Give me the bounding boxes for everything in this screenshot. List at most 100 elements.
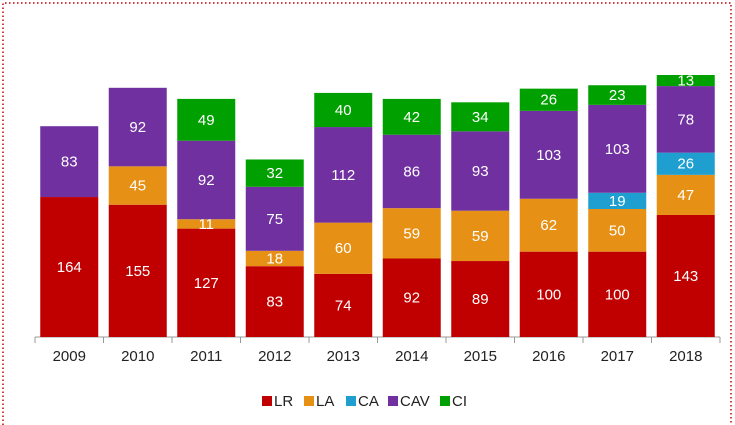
data-label: 13 (677, 73, 694, 90)
data-label: 93 (472, 163, 489, 180)
bar-segment (382, 208, 441, 259)
bar-segment (588, 104, 647, 193)
data-label: 164 (57, 259, 82, 276)
data-label: 112 (331, 167, 355, 184)
data-label: 143 (673, 268, 698, 285)
bar-segment (40, 197, 99, 337)
data-label: 45 (129, 177, 146, 194)
data-label: 92 (198, 172, 215, 189)
bar-segment (314, 273, 373, 337)
bar-segment (656, 152, 715, 175)
bar-segment (656, 174, 715, 215)
bar-segment (588, 192, 647, 209)
bar-segment (108, 166, 167, 205)
bar-segment (314, 92, 373, 128)
data-label: 50 (609, 222, 626, 239)
x-tick-label: 2016 (532, 348, 565, 365)
bar-segment (314, 127, 373, 223)
bar-segment (177, 98, 236, 141)
legend-swatch (388, 396, 398, 406)
data-label: 78 (677, 111, 694, 128)
x-tick-label: 2013 (327, 348, 360, 365)
data-label: 127 (194, 275, 219, 292)
x-tick-label: 2017 (601, 348, 634, 365)
data-label: 100 (605, 286, 630, 303)
bar-segment (588, 208, 647, 252)
bar-segment (656, 214, 715, 337)
data-label: 92 (129, 119, 146, 136)
x-tick-label: 2011 (190, 348, 222, 365)
bar-segment (108, 87, 167, 167)
bar-segment (519, 251, 578, 337)
bar-segment (451, 131, 510, 211)
data-label: 19 (609, 193, 626, 210)
legend-label: LA (316, 393, 334, 410)
data-label: 26 (677, 156, 694, 173)
data-label: 92 (403, 290, 420, 307)
bar-segment (451, 210, 510, 262)
legend-swatch (262, 396, 272, 406)
bar-segment (519, 198, 578, 252)
data-label: 103 (605, 141, 630, 158)
data-label: 155 (125, 263, 150, 280)
legend-swatch (440, 396, 450, 406)
data-label: 62 (540, 217, 557, 234)
data-label: 100 (536, 286, 561, 303)
bar-segment (108, 204, 167, 337)
x-tick-label: 2018 (669, 348, 702, 365)
bar-segment (588, 85, 647, 105)
data-label: 89 (472, 291, 489, 308)
bar-segment (382, 258, 441, 337)
data-label: 34 (472, 109, 489, 126)
bar-segment (245, 186, 304, 251)
bar-segment (382, 134, 441, 209)
data-label: 23 (609, 87, 626, 104)
x-tick-label: 2015 (464, 348, 497, 365)
bar-segment (177, 140, 236, 220)
legend-swatch (304, 396, 314, 406)
data-label: 26 (540, 92, 557, 109)
legend-swatch (346, 396, 356, 406)
bar-segment (382, 98, 441, 135)
data-label: 32 (266, 165, 283, 182)
data-label: 42 (403, 109, 420, 126)
data-label: 60 (335, 240, 352, 257)
bar-segment (177, 228, 236, 337)
data-label: 47 (677, 187, 694, 204)
data-label: 18 (266, 250, 283, 267)
data-label: 11 (198, 216, 214, 233)
data-label: 49 (198, 112, 215, 129)
data-label: 59 (403, 225, 420, 242)
bar-segment (451, 102, 510, 132)
x-tick-label: 2012 (258, 348, 291, 365)
data-label: 40 (335, 102, 352, 119)
bar-segment (451, 261, 510, 337)
legend-label: LR (274, 393, 293, 410)
bar-segment (40, 126, 99, 198)
bar-segment (656, 86, 715, 153)
bar-segment (519, 110, 578, 199)
legend-label: CAV (400, 393, 430, 410)
bar-segment (519, 88, 578, 111)
bar-segment (245, 266, 304, 337)
data-label: 59 (472, 228, 489, 245)
data-label: 103 (536, 147, 561, 164)
data-label: 75 (266, 211, 283, 228)
x-tick-label: 2009 (53, 348, 86, 365)
bar-segment (245, 250, 304, 267)
data-label: 86 (403, 163, 420, 180)
bar-segment (177, 219, 236, 229)
x-tick-label: 2010 (121, 348, 154, 365)
data-label: 83 (61, 154, 78, 171)
x-tick-label: 2014 (395, 348, 428, 365)
bar-segment (314, 222, 373, 274)
legend-label: CI (452, 393, 467, 410)
bar-segment (656, 75, 715, 87)
data-label: 74 (335, 297, 352, 314)
bar-segment (588, 251, 647, 337)
bar-segment (245, 159, 304, 187)
data-label: 83 (266, 294, 283, 311)
legend-label: CA (358, 393, 379, 410)
